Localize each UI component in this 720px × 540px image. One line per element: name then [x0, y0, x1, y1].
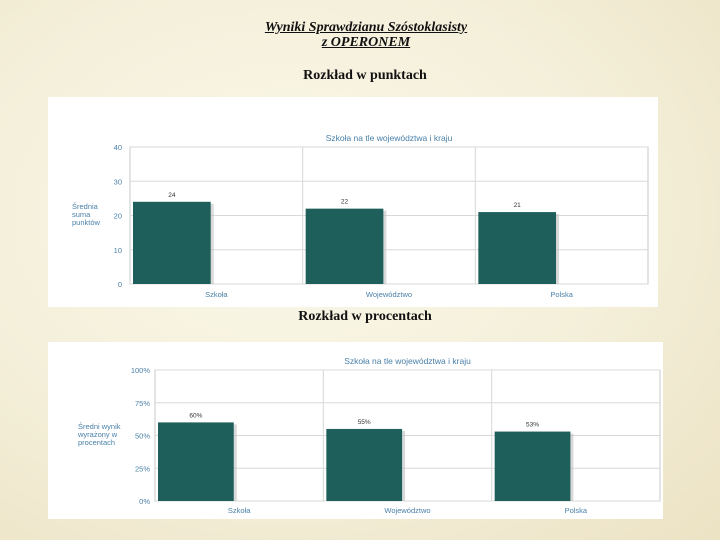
bar	[305, 208, 384, 284]
category-label: Województwo	[366, 290, 412, 299]
y-axis-label: suma	[72, 210, 91, 219]
y-tick-label: 75%	[135, 399, 150, 408]
y-axis-label: procentach	[78, 438, 115, 447]
bar	[326, 428, 403, 501]
data-label: 60%	[189, 412, 202, 419]
y-tick-label: 40	[114, 143, 122, 152]
page-title: Wyniki Sprawdzianu Szóstoklasisty z OPER…	[0, 20, 720, 50]
category-label: Szkoła	[228, 506, 251, 515]
chart-panel-points: 0 10 20 30 40 Szkoła na tle województwa i kra…	[48, 97, 658, 307]
bar	[133, 201, 211, 284]
data-label: 24	[168, 192, 176, 199]
chart-panel-percent: 0% 25% 50% 75% 100% Szkoła na tle województwa…	[48, 342, 663, 519]
y-tick-label: 100%	[131, 366, 151, 375]
bar	[494, 431, 571, 501]
data-label: 53%	[526, 422, 539, 429]
bar	[158, 422, 234, 501]
y-axis-label: wyrażony w	[77, 430, 118, 439]
section-heading-points: Rozkład w punktach	[303, 68, 427, 83]
category-label: Szkoła	[205, 290, 228, 299]
category-label: Województwo	[384, 506, 430, 515]
data-label: 22	[341, 199, 349, 206]
y-tick-label: 30	[114, 177, 122, 186]
y-tick-label: 50%	[135, 432, 150, 441]
y-tick-label: 0	[118, 280, 122, 289]
data-label: 21	[514, 202, 522, 209]
bar	[478, 212, 557, 284]
y-axis-label: Średni wynik	[78, 422, 121, 431]
data-label: 55%	[358, 419, 371, 426]
section-heading-percent: Rozkład w procentach	[298, 309, 432, 324]
y-tick-label: 25%	[135, 464, 150, 473]
title-line-1: Wyniki Sprawdzianu Szóstoklasisty	[264, 20, 468, 35]
y-axis-label: punktów	[72, 218, 101, 227]
y-tick-label: 20	[114, 212, 122, 221]
y-axis-label: Średnia	[72, 202, 99, 211]
points-chart: 0 10 20 30 40 Szkoła na tle województwa i kra…	[72, 133, 649, 299]
y-tick-label: 0%	[139, 497, 150, 506]
title-line-2: z OPERONEM	[321, 35, 411, 50]
category-label: Polska	[550, 290, 573, 299]
category-label: Polska	[565, 506, 588, 515]
chart-title: Szkoła na tle województwa i kraju	[344, 356, 471, 366]
chart-title: Szkoła na tle województwa i kraju	[326, 133, 453, 143]
percent-chart: 0% 25% 50% 75% 100% Szkoła na tle województwa…	[77, 356, 661, 515]
y-tick-label: 10	[114, 246, 122, 255]
